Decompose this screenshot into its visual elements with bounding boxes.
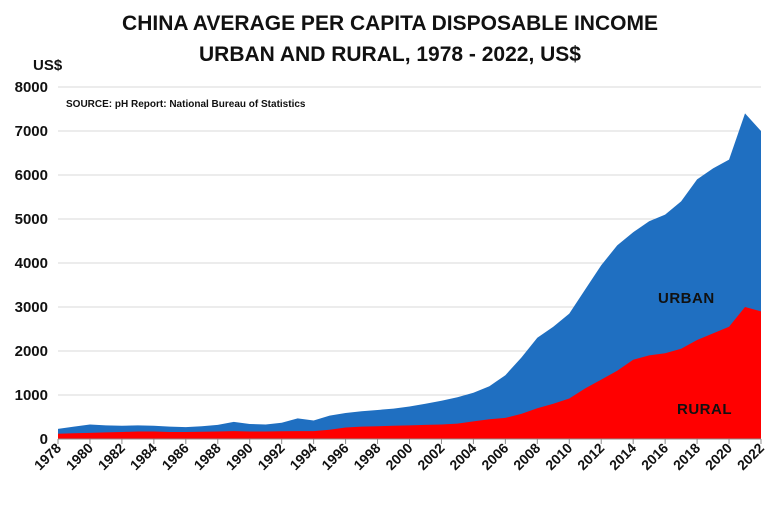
y-axis-unit-label: US$ — [33, 57, 63, 74]
x-tick-label: 2010 — [542, 440, 575, 473]
y-tick-label: 4000 — [15, 255, 48, 272]
x-tick-label: 1980 — [63, 440, 96, 473]
x-tick-label: 1986 — [159, 440, 192, 473]
x-tick-label: 2014 — [606, 440, 639, 473]
x-tick-label: 2012 — [574, 440, 607, 473]
area-rural — [58, 307, 761, 439]
x-tick-label: 2006 — [478, 440, 511, 473]
x-tick-labels: 1978198019821984198619881990199219941996… — [31, 440, 767, 473]
y-tick-labels: 0 1000 2000 3000 4000 5000 6000 7000 8000 — [15, 79, 48, 448]
y-tick-label: 1000 — [15, 387, 48, 404]
x-tick-label: 2008 — [510, 440, 543, 473]
x-tick-label: 1994 — [286, 440, 319, 473]
rural-series-label: RURAL — [677, 401, 732, 418]
gridlines — [58, 86, 761, 396]
x-tick-label: 2004 — [446, 440, 479, 473]
x-tick-label: 1978 — [31, 440, 64, 473]
chart-subtitle: URBAN AND RURAL, 1978 - 2022, US$ — [199, 43, 581, 66]
x-tick-label: 2000 — [382, 440, 415, 473]
x-tick-label: 1982 — [95, 440, 128, 473]
x-tick-label: 1990 — [223, 440, 256, 473]
x-tick-label: 2020 — [702, 440, 735, 473]
urban-series-label: URBAN — [658, 290, 715, 307]
area-urban — [58, 113, 761, 440]
x-tick-label: 2002 — [414, 440, 447, 473]
x-tick-label: 1984 — [127, 440, 160, 473]
x-tick-label: 1996 — [318, 440, 351, 473]
y-tick-label: 5000 — [15, 211, 48, 228]
y-tick-label: 7000 — [15, 123, 48, 140]
y-tick-label: 6000 — [15, 167, 48, 184]
y-tick-label: 8000 — [15, 79, 48, 96]
x-tick-label: 2016 — [638, 440, 671, 473]
axes — [57, 438, 762, 444]
x-tick-label: 1992 — [254, 440, 287, 473]
x-tick-label: 2018 — [670, 440, 703, 473]
area-series — [58, 113, 761, 440]
chart-title: CHINA AVERAGE PER CAPITA DISPOSABLE INCO… — [122, 12, 658, 35]
x-tick-label: 2022 — [734, 440, 767, 473]
y-tick-label: 0 — [40, 431, 48, 448]
x-tick-label: 1998 — [350, 440, 383, 473]
y-tick-label: 2000 — [15, 343, 48, 360]
y-tick-label: 3000 — [15, 299, 48, 316]
x-tick-label: 1988 — [191, 440, 224, 473]
source-note: SOURCE: pH Report: National Bureau of St… — [66, 99, 306, 110]
